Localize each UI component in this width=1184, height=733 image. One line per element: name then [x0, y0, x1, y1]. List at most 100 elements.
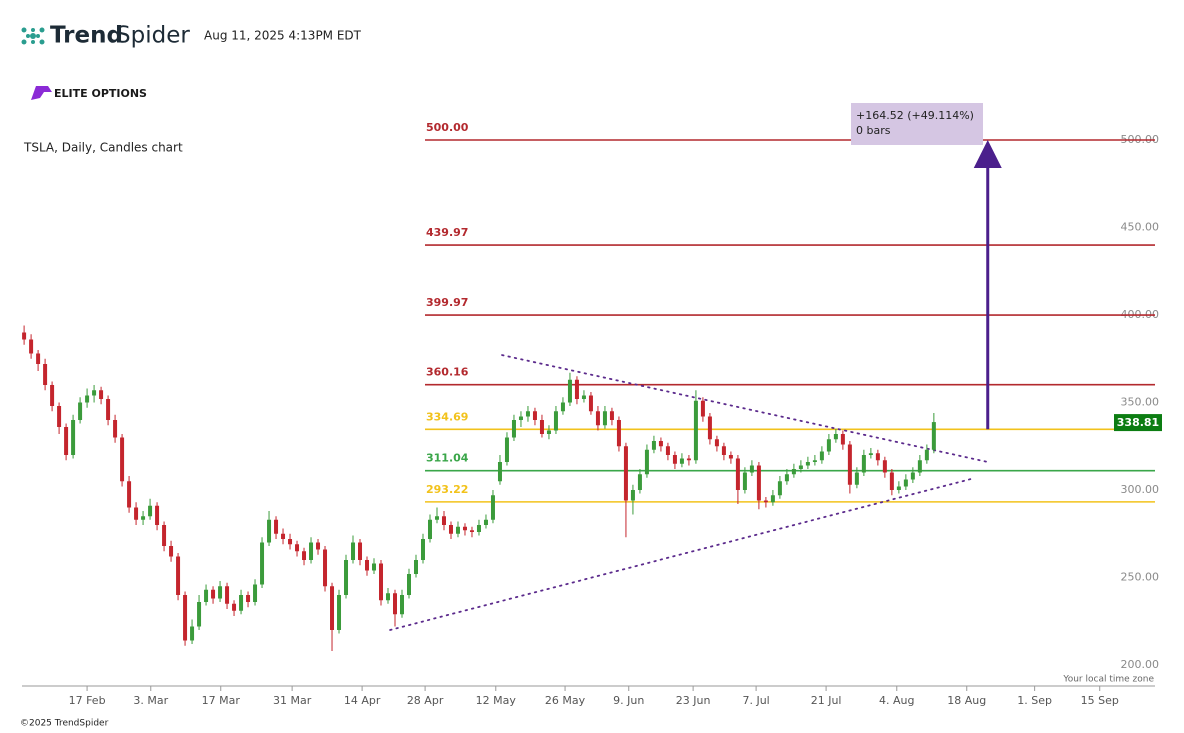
candle-body	[393, 593, 398, 615]
candle-body	[609, 411, 614, 421]
candle-body	[539, 420, 544, 435]
candle-body	[365, 560, 370, 571]
timestamp: Aug 11, 2025 4:13PM EDT	[204, 29, 362, 43]
candle-body	[567, 379, 572, 403]
x-tick-label: 31 Mar	[273, 694, 312, 707]
candle-body	[602, 411, 607, 426]
candle-body	[721, 446, 726, 456]
candle-body	[113, 420, 118, 438]
candle-body	[581, 395, 586, 400]
level-label: 334.69	[426, 410, 468, 423]
candle-body	[525, 411, 530, 417]
x-tick-label: 26 May	[545, 694, 586, 707]
x-tick-label: 17 Mar	[202, 694, 241, 707]
candle-body	[686, 458, 691, 461]
candle-body	[462, 526, 467, 531]
candle-body	[29, 339, 34, 354]
x-tick-label: 23 Jun	[676, 694, 711, 707]
candle-body	[469, 530, 474, 533]
candle-body	[826, 439, 831, 452]
candle-body	[574, 379, 579, 400]
candle-body	[92, 390, 97, 396]
candle-body	[225, 586, 230, 604]
x-tick-label: 4. Aug	[879, 694, 914, 707]
chart-label: TSLA, Daily, Candles chart	[23, 141, 183, 155]
candle-body	[246, 595, 251, 603]
x-tick-label: 17 Feb	[69, 694, 106, 707]
candle-body	[253, 584, 258, 603]
candle-body	[162, 525, 167, 547]
candle-body	[148, 505, 153, 517]
candle-body	[183, 595, 188, 641]
candle-body	[386, 593, 391, 601]
candle-body	[372, 563, 377, 571]
candle-body	[630, 490, 635, 501]
level-label: 500.00	[426, 121, 469, 134]
candle-body	[406, 574, 411, 596]
candle-body	[379, 563, 384, 601]
candle-body	[504, 437, 509, 463]
x-tick-label: 14 Apr	[344, 694, 381, 707]
candle-body	[518, 416, 523, 421]
candle-body	[588, 395, 593, 412]
candle-body	[441, 516, 446, 526]
candle-body	[337, 595, 342, 631]
candle-body	[344, 560, 349, 596]
candle-body	[658, 441, 663, 447]
level-label: 311.04	[426, 452, 469, 465]
candle-body	[316, 542, 321, 550]
candle-body	[204, 589, 209, 603]
candle-body	[756, 465, 761, 501]
candle-body	[427, 519, 432, 540]
candle-body	[134, 507, 139, 520]
candle-body	[127, 481, 132, 508]
candle-body	[840, 434, 845, 445]
candle-body	[413, 560, 418, 575]
candle-body	[78, 402, 83, 421]
timezone: Your local time zone	[1062, 675, 1154, 685]
copyright: ©2025 TrendSpider	[20, 719, 109, 729]
y-tick-label: 250.00	[1121, 571, 1160, 584]
candle-body	[819, 451, 824, 461]
candle-body	[875, 453, 880, 461]
candle-body	[833, 434, 838, 440]
candle-body	[651, 441, 656, 450]
candle-body	[896, 486, 901, 491]
candle-body	[644, 449, 649, 475]
logo-bold: Trend	[50, 23, 123, 49]
candle-body	[260, 542, 265, 585]
candle-body	[302, 551, 307, 561]
candle-body	[323, 549, 328, 587]
x-tick-label: 15 Sep	[1081, 694, 1119, 707]
candle-body	[351, 542, 356, 561]
candle-body	[169, 546, 174, 557]
candle-body	[358, 542, 363, 561]
candle-body	[728, 455, 733, 459]
candle-body	[679, 458, 684, 464]
candle-body	[483, 519, 488, 526]
candle-body	[448, 525, 453, 534]
candle-body	[232, 603, 237, 611]
candle-body	[288, 539, 293, 545]
candle-body	[22, 332, 27, 340]
candle-body	[281, 533, 286, 540]
candle-body	[106, 399, 111, 421]
price-tag-label: 338.81	[1117, 416, 1159, 429]
candle-body	[889, 472, 894, 491]
candle-body	[434, 516, 439, 520]
x-tick-label: 28 Apr	[407, 694, 444, 707]
candle-body	[784, 474, 789, 482]
measure-box	[851, 103, 983, 145]
candle-body	[497, 462, 502, 482]
candle-body	[309, 542, 314, 561]
candle-body	[36, 353, 41, 365]
arrow-head	[973, 140, 1002, 169]
candle-body	[917, 460, 922, 473]
candle-body	[616, 420, 621, 447]
candle-body	[511, 420, 516, 438]
candle-body	[770, 495, 775, 503]
candle-body	[882, 460, 887, 473]
trendline	[501, 354, 989, 463]
candle-body	[805, 462, 810, 466]
candle-body	[595, 411, 600, 426]
